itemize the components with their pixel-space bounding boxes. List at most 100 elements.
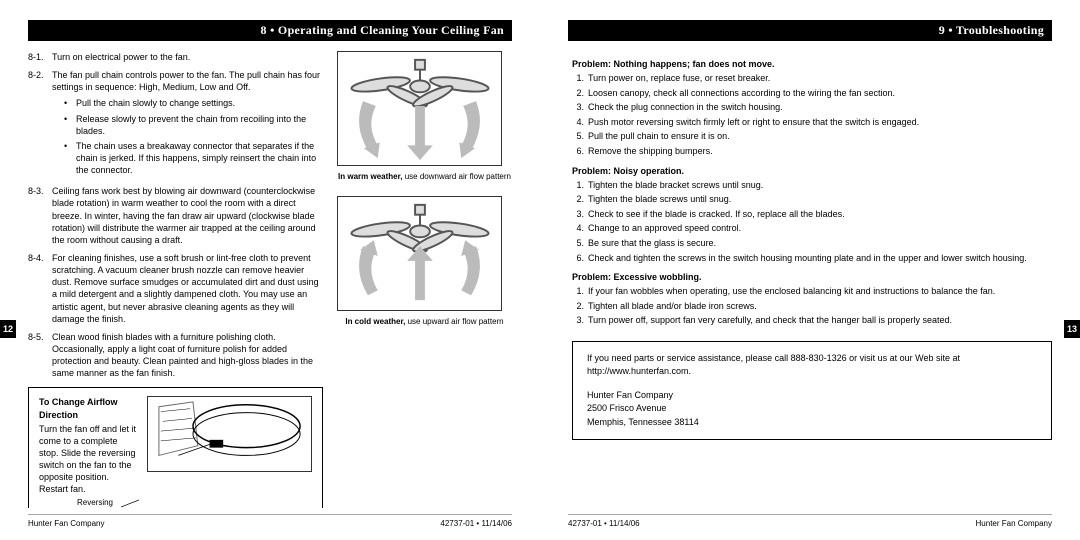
list-item: 4.Change to an approved speed control. — [572, 222, 1052, 235]
contact-company: Hunter Fan Company — [587, 389, 1037, 403]
step-text: Tighten all blade and/or blade iron scre… — [588, 300, 1052, 313]
step-text: If your fan wobbles when operating, use … — [588, 285, 1052, 298]
list-item: 1.Tighten the blade bracket screws until… — [572, 179, 1052, 192]
label-pointer-icon — [121, 498, 139, 508]
rev-label-1: Reversing — [77, 498, 113, 508]
list-item: 3.Check to see if the blade is cracked. … — [572, 208, 1052, 221]
list-item: 3.Turn power off, support fan very caref… — [572, 314, 1052, 327]
list-item: 6.Remove the shipping bumpers. — [572, 145, 1052, 158]
problem-1-steps: 1.Turn power on, replace fuse, or reset … — [572, 72, 1052, 158]
step-text: Remove the shipping bumpers. — [588, 145, 1052, 158]
step-text: Push motor reversing switch firmly left … — [588, 116, 1052, 129]
step-8-4: 8-4. For cleaning finishes, use a soft b… — [28, 252, 323, 325]
footer-docnum: 42737-01 • 11/14/06 — [440, 519, 512, 528]
fan-downward-icon — [338, 52, 501, 165]
step-text: Turn power off, support fan very careful… — [588, 314, 1052, 327]
step-text: The fan pull chain controls power to the… — [52, 69, 323, 179]
step-num: 8-4. — [28, 252, 52, 325]
list-item: 4.Push motor reversing switch firmly lef… — [572, 116, 1052, 129]
contact-address: Hunter Fan Company 2500 Frisco Avenue Me… — [587, 389, 1037, 430]
footer-right-page: 42737-01 • 11/14/06 Hunter Fan Company — [568, 514, 1052, 528]
caption-rest: use downward air flow pattern — [402, 172, 511, 181]
problem-2-steps: 1.Tighten the blade bracket screws until… — [572, 179, 1052, 265]
switch-illustration — [148, 397, 311, 471]
airflow-direction-box: To Change Airflow Direction Turn the fan… — [28, 387, 323, 508]
step-text: Clean wood finish blades with a furnitur… — [52, 331, 323, 380]
bullet: •Pull the chain slowly to change setting… — [64, 97, 323, 109]
bullet-text: The chain uses a breakaway connector tha… — [76, 140, 323, 176]
list-item: 1.If your fan wobbles when operating, us… — [572, 285, 1052, 298]
bullet: •The chain uses a breakaway connector th… — [64, 140, 323, 176]
step-text: Pull the pull chain to ensure it is on. — [588, 130, 1052, 143]
list-item: 6.Check and tighten the screws in the sw… — [572, 252, 1052, 265]
contact-street: 2500 Frisco Avenue — [587, 402, 1037, 416]
step-8-2: 8-2. The fan pull chain controls power t… — [28, 69, 323, 179]
step-8-1: 8-1. Turn on electrical power to the fan… — [28, 51, 323, 63]
airflow-text: To Change Airflow Direction Turn the fan… — [39, 396, 139, 508]
step-text: Check to see if the blade is cracked. If… — [588, 208, 1052, 221]
problem-title-2: Problem: Noisy operation. — [572, 166, 1052, 176]
caption-rest: use upward air flow pattern — [405, 317, 503, 326]
step-text: Be sure that the glass is secure. — [588, 237, 1052, 250]
step-text: Check the plug connection in the switch … — [588, 101, 1052, 114]
list-item: 1.Turn power on, replace fuse, or reset … — [572, 72, 1052, 85]
step-num: 8-1. — [28, 51, 52, 63]
problem-title-3: Problem: Excessive wobbling. — [572, 272, 1052, 282]
content-left: 8-1. Turn on electrical power to the fan… — [28, 51, 512, 508]
step-num: 8-3. — [28, 185, 52, 246]
caption-bold: In cold weather, — [345, 317, 405, 326]
step-text: Tighten the blade screws until snug. — [588, 193, 1052, 206]
airflow-title: To Change Airflow Direction — [39, 396, 139, 420]
contact-text: If you need parts or service assistance,… — [587, 352, 1037, 379]
step-num: 8-5. — [28, 331, 52, 380]
step-text: Ceiling fans work best by blowing air do… — [52, 185, 323, 246]
footer-company: Hunter Fan Company — [28, 519, 104, 528]
content-right: Problem: Nothing happens; fan does not m… — [568, 51, 1052, 508]
section-header-right: 9 • Troubleshooting — [568, 20, 1052, 41]
text-column: 8-1. Turn on electrical power to the fan… — [28, 51, 323, 508]
footer-left-page: Hunter Fan Company 42737-01 • 11/14/06 — [28, 514, 512, 528]
step-text: Tighten the blade bracket screws until s… — [588, 179, 1052, 192]
section-header-left: 8 • Operating and Cleaning Your Ceiling … — [28, 20, 512, 41]
step-text: Change to an approved speed control. — [588, 222, 1052, 235]
list-item: 2.Tighten the blade screws until snug. — [572, 193, 1052, 206]
page-right: 13 9 • Troubleshooting Problem: Nothing … — [540, 0, 1080, 540]
list-item: 5.Pull the pull chain to ensure it is on… — [572, 130, 1052, 143]
step-text: Turn power on, replace fuse, or reset br… — [588, 72, 1052, 85]
list-item: 2.Tighten all blade and/or blade iron sc… — [572, 300, 1052, 313]
bullet-text: Release slowly to prevent the chain from… — [76, 113, 323, 137]
step-main: The fan pull chain controls power to the… — [52, 70, 320, 92]
page-number-tab-left: 12 — [0, 320, 16, 338]
list-item: 2.Loosen canopy, check all connections a… — [572, 87, 1052, 100]
footer-company: Hunter Fan Company — [976, 519, 1052, 528]
list-item: 3.Check the plug connection in the switc… — [572, 101, 1052, 114]
problem-title-1: Problem: Nothing happens; fan does not m… — [572, 59, 1052, 69]
page-number-tab-right: 13 — [1064, 320, 1080, 338]
airflow-body: Turn the fan off and let it come to a co… — [39, 423, 139, 496]
cold-weather-caption: In cold weather, use upward air flow pat… — [337, 317, 512, 327]
step-text: Turn on electrical power to the fan. — [52, 51, 323, 63]
footer-docnum: 42737-01 • 11/14/06 — [568, 519, 640, 528]
rev-label-2: Switch — [77, 507, 113, 508]
bullet-text: Pull the chain slowly to change settings… — [76, 97, 235, 109]
step-8-3: 8-3. Ceiling fans work best by blowing a… — [28, 185, 323, 246]
diagram-column: In warm weather, use downward air flow p… — [337, 51, 512, 508]
bullet: •Release slowly to prevent the chain fro… — [64, 113, 323, 137]
reversing-switch-diagram — [147, 396, 312, 472]
reversing-switch-label: Reversing Switch — [39, 498, 139, 509]
warm-weather-diagram — [337, 51, 502, 166]
step-8-5: 8-5. Clean wood finish blades with a fur… — [28, 331, 323, 380]
list-item: 5.Be sure that the glass is secure. — [572, 237, 1052, 250]
sub-bullets: •Pull the chain slowly to change setting… — [52, 97, 323, 176]
cold-weather-diagram — [337, 196, 502, 311]
step-num: 8-2. — [28, 69, 52, 179]
contact-box: If you need parts or service assistance,… — [572, 341, 1052, 441]
step-text: Check and tighten the screws in the swit… — [588, 252, 1052, 265]
contact-city: Memphis, Tennessee 38114 — [587, 416, 1037, 430]
warm-weather-caption: In warm weather, use downward air flow p… — [337, 172, 512, 182]
caption-bold: In warm weather, — [338, 172, 402, 181]
fan-upward-icon — [338, 197, 501, 310]
problem-3-steps: 1.If your fan wobbles when operating, us… — [572, 285, 1052, 327]
step-text: For cleaning finishes, use a soft brush … — [52, 252, 323, 325]
step-text: Loosen canopy, check all connections acc… — [588, 87, 1052, 100]
